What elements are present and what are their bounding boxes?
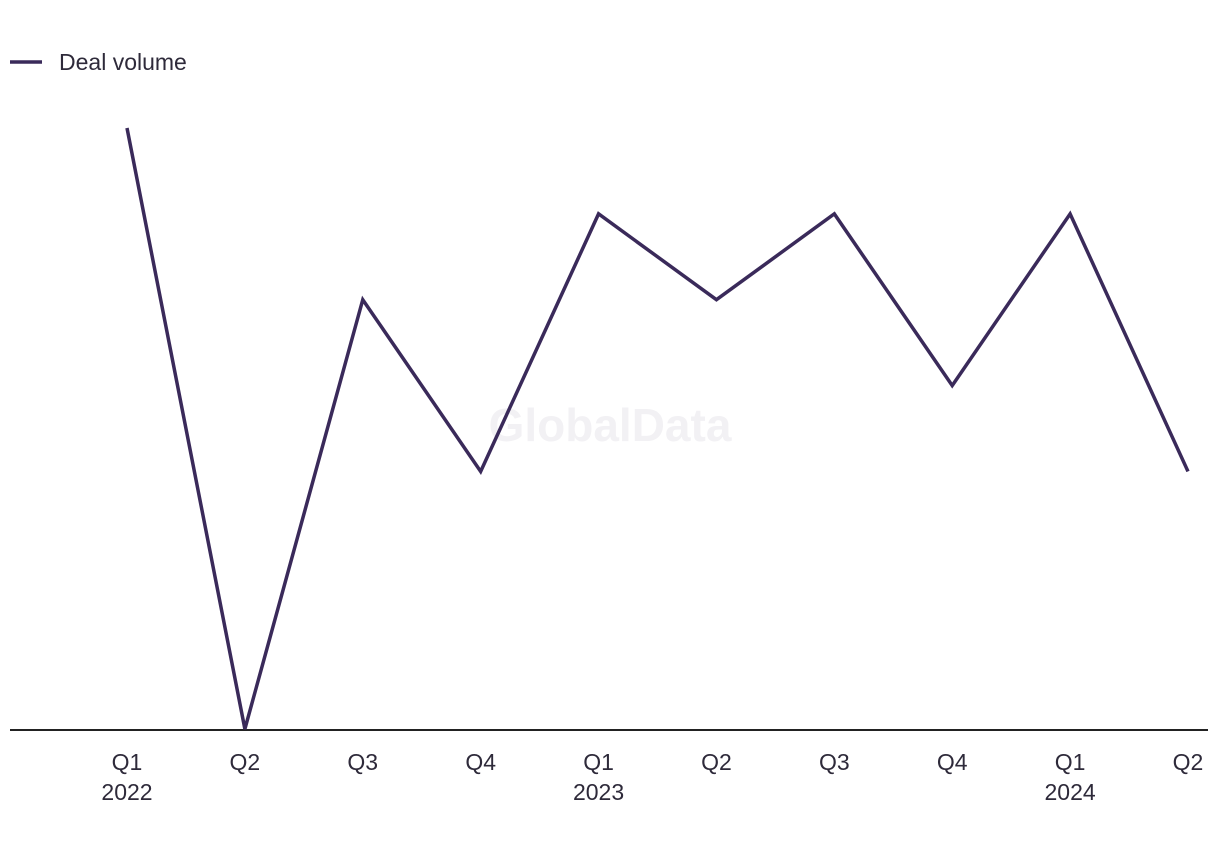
data-point[interactable] [828,208,840,220]
watermark: GlobalData [489,399,732,451]
x-tick-label: Q3 [347,749,378,775]
x-axis-tick-labels: Q1 2022 Q2 Q3 Q4 Q1 2023 Q2 Q3 Q4 Q1 2024 Q2 [101,749,1203,805]
data-point[interactable] [475,465,487,477]
legend: Deal volume [10,49,187,75]
data-point[interactable] [946,380,958,392]
x-tick-label: Q1 [583,749,614,775]
data-point[interactable] [239,723,251,735]
data-point[interactable] [357,294,369,306]
data-point[interactable] [1182,465,1194,477]
x-tick-label: Q1 [1055,749,1086,775]
x-tick-label: Q1 [112,749,143,775]
x-tick-year-label: 2024 [1045,779,1096,805]
series-layer [121,122,1194,735]
data-point[interactable] [121,122,133,134]
x-tick-label: Q2 [230,749,261,775]
x-tick-year-label: 2023 [573,779,624,805]
data-point[interactable] [1064,208,1076,220]
data-point[interactable] [710,294,722,306]
x-tick-label: Q4 [465,749,496,775]
x-tick-label: Q3 [819,749,850,775]
data-point[interactable] [593,208,605,220]
x-tick-label: Q4 [937,749,968,775]
x-tick-label: Q2 [1173,749,1204,775]
x-tick-label: Q2 [701,749,732,775]
x-tick-year-label: 2022 [101,779,152,805]
legend-label: Deal volume [59,49,187,75]
series-line-deal-volume [125,127,1190,730]
